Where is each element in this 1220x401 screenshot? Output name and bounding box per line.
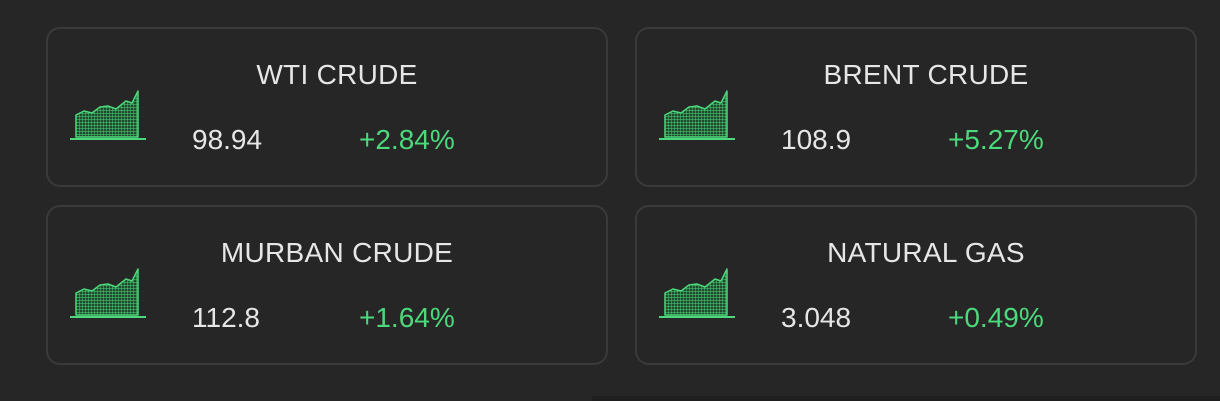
- area-chart-icon: [659, 268, 735, 318]
- commodity-change: +2.84%: [359, 124, 455, 155]
- area-chart-icon: [70, 268, 146, 318]
- commodity-card-natural-gas[interactable]: NATURAL GAS 3.048 +0.49%: [635, 205, 1197, 365]
- commodity-price: 3.048: [781, 302, 852, 333]
- bottom-bar: [592, 396, 1220, 401]
- commodity-price: 108.9: [781, 124, 852, 155]
- commodity-change: +5.27%: [948, 124, 1044, 155]
- commodity-change: +1.64%: [359, 302, 455, 333]
- commodity-card-murban-crude[interactable]: MURBAN CRUDE 112.8 +1.64%: [46, 205, 608, 365]
- commodity-price: 98.94: [192, 124, 263, 155]
- commodity-name: NATURAL GAS: [827, 237, 1025, 268]
- commodity-card-wti-crude[interactable]: WTI CRUDE 98.94 +2.84%: [46, 27, 608, 187]
- area-chart-icon: [659, 90, 735, 140]
- commodity-card-brent-crude[interactable]: BRENT CRUDE 108.9 +5.27%: [635, 27, 1197, 187]
- commodity-name: BRENT CRUDE: [823, 59, 1029, 90]
- commodity-change: +0.49%: [948, 302, 1044, 333]
- area-chart-icon: [70, 90, 146, 140]
- commodity-name: WTI CRUDE: [256, 59, 418, 90]
- commodity-name: MURBAN CRUDE: [220, 237, 454, 268]
- commodity-price: 112.8: [192, 302, 260, 333]
